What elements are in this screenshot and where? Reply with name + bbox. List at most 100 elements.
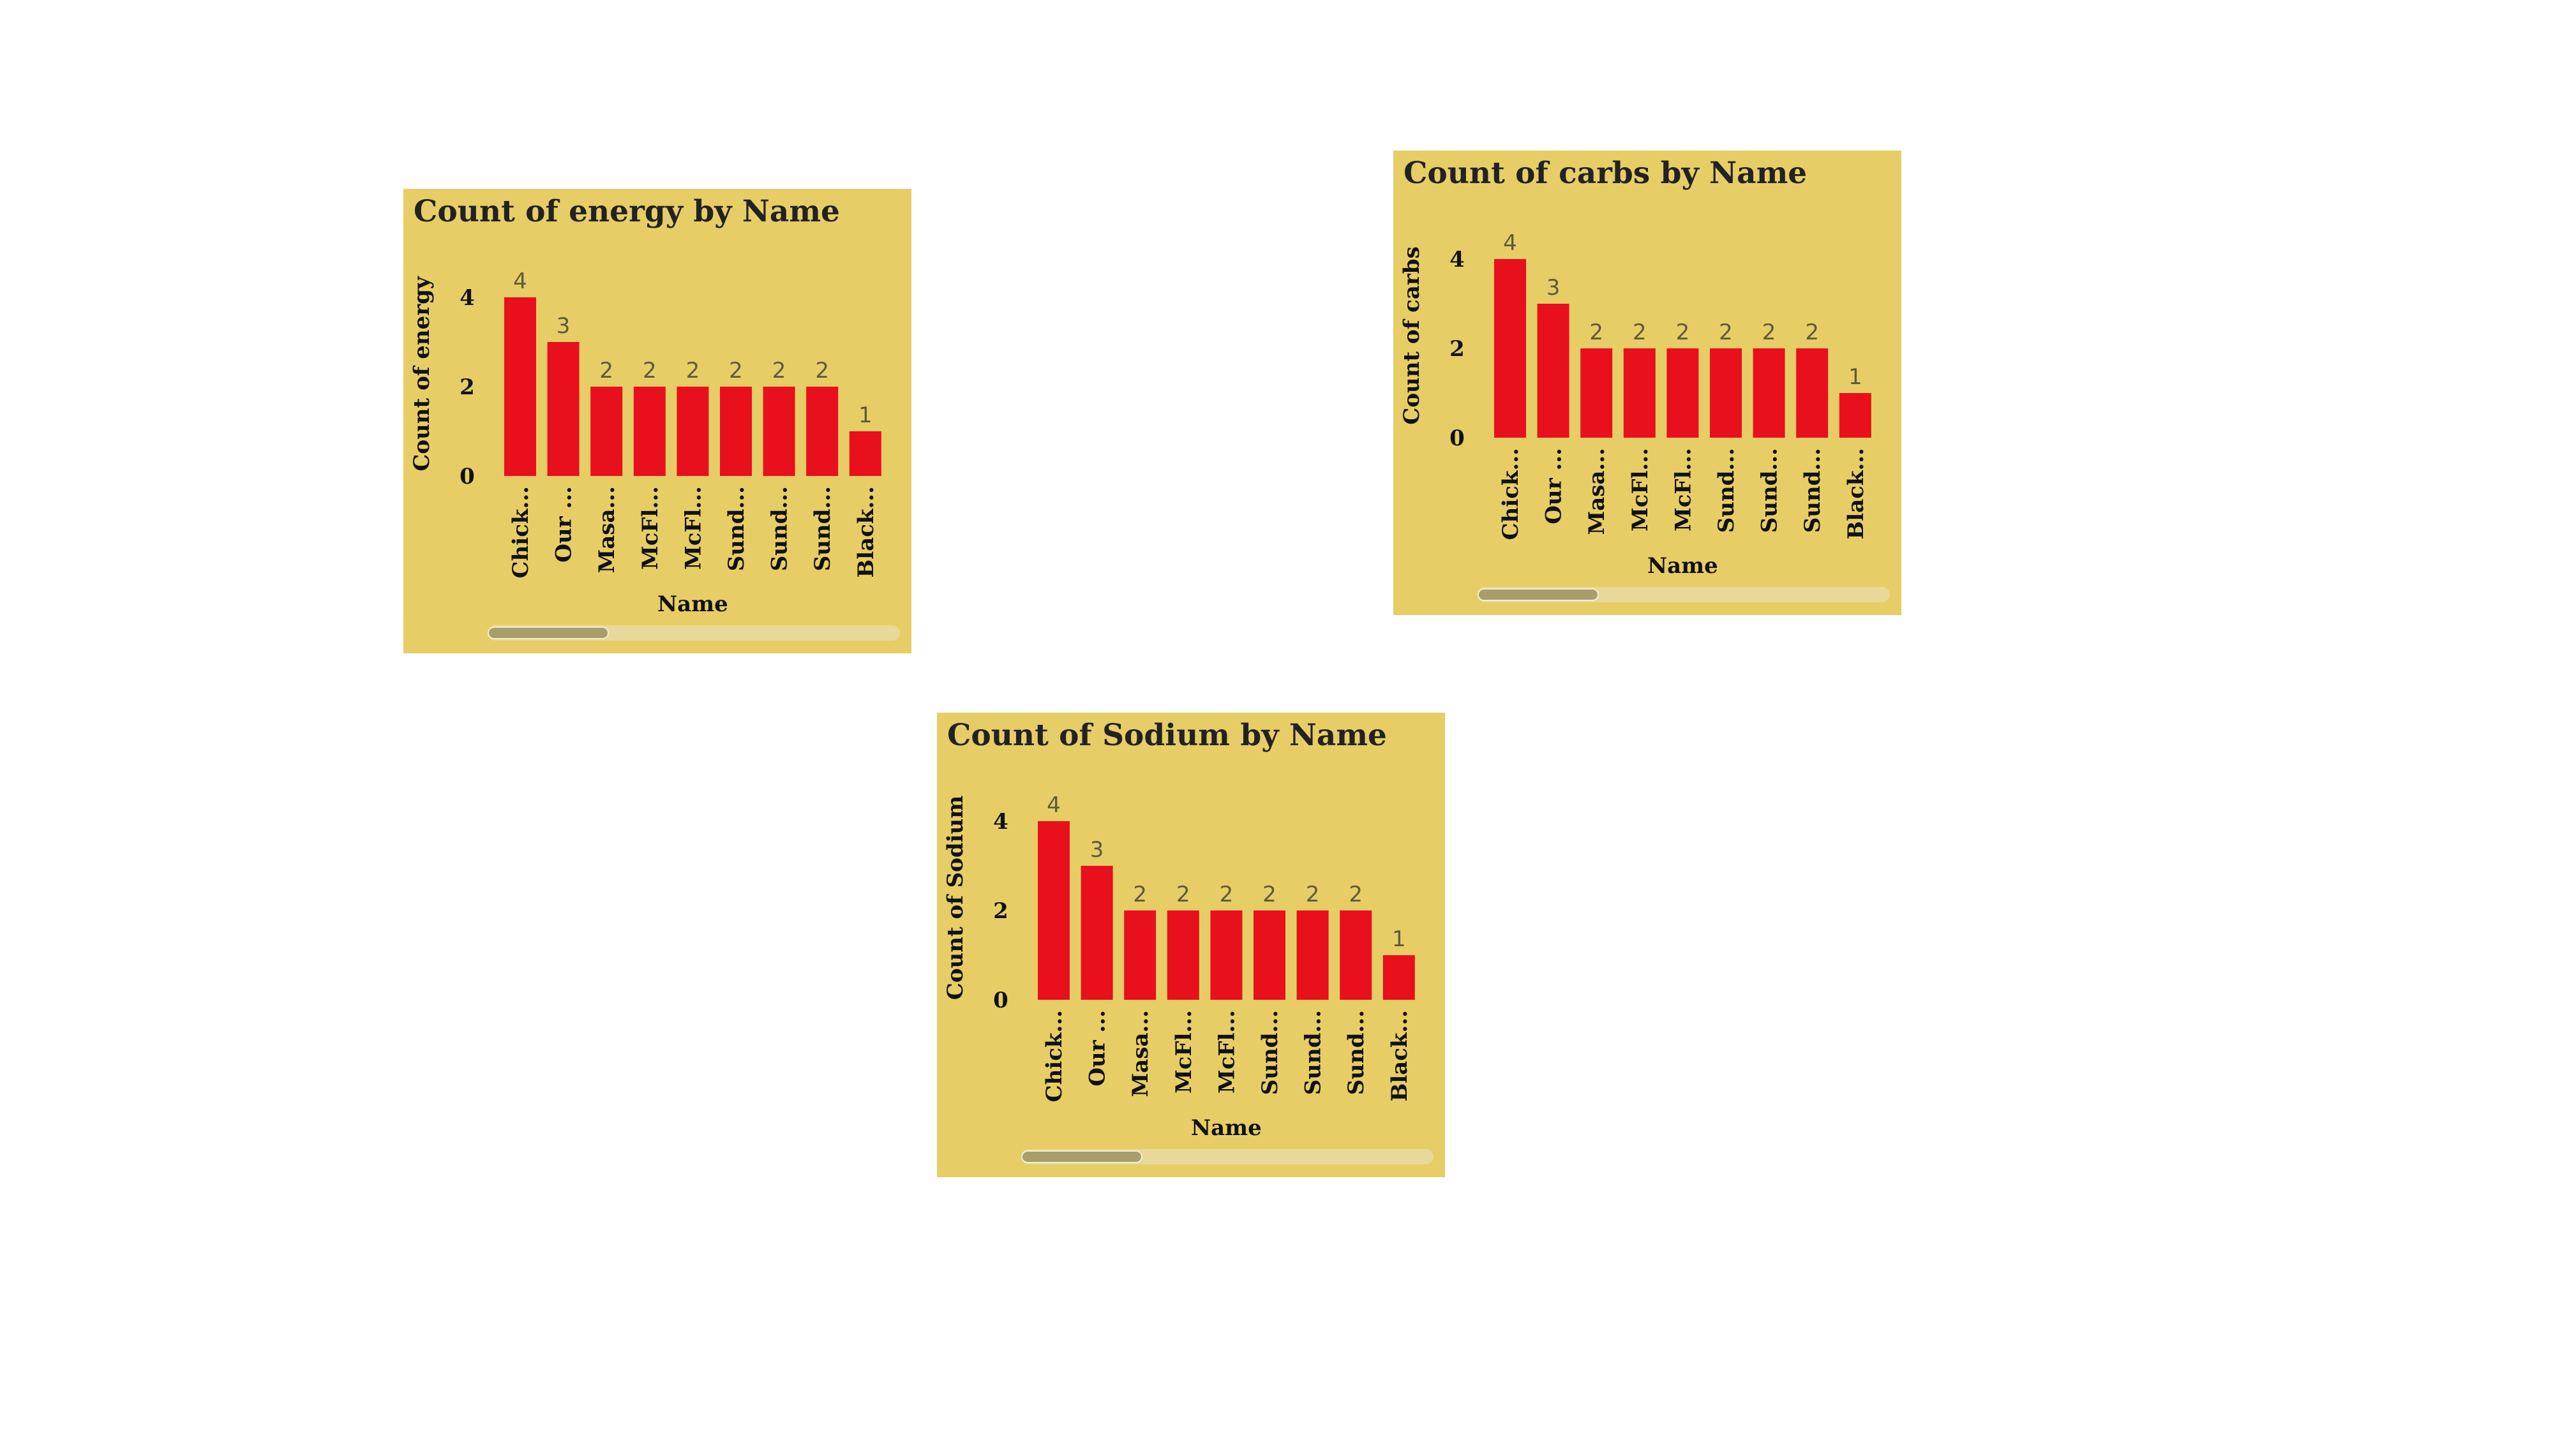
data-label: 2 (815, 358, 829, 383)
data-label: 4 (1503, 230, 1517, 256)
x-tick-label: Chick... (508, 486, 534, 578)
data-label: 2 (1306, 882, 1320, 907)
bar[interactable] (1710, 348, 1742, 438)
data-label: 2 (1633, 320, 1647, 345)
data-label: 4 (1047, 792, 1061, 818)
data-label: 1 (1848, 364, 1862, 390)
y-tick-label: 2 (1449, 336, 1465, 362)
x-tick-label: Chick... (1498, 448, 1524, 540)
bar[interactable] (1796, 348, 1829, 438)
bar[interactable] (1382, 955, 1415, 1000)
bar[interactable] (1254, 910, 1285, 1000)
x-tick-label: Sund... (1257, 1010, 1283, 1095)
data-label: 2 (1589, 320, 1603, 345)
y-tick-label: 4 (460, 285, 475, 311)
horizontal-scrollbar[interactable] (1021, 1149, 1434, 1164)
y-tick-label: 0 (460, 464, 475, 489)
x-tick-label: McFl... (1670, 448, 1696, 531)
data-label: 4 (513, 269, 527, 294)
scrollbar-thumb[interactable] (488, 627, 609, 639)
chart-title: Count of energy by Name (414, 194, 840, 229)
bar[interactable] (1210, 910, 1243, 1000)
bar[interactable] (849, 431, 881, 476)
bar[interactable] (806, 387, 839, 476)
data-label: 2 (686, 358, 700, 383)
y-tick-label: 0 (993, 988, 1008, 1013)
bar[interactable] (1753, 348, 1785, 438)
x-tick-label: Masa... (1128, 1010, 1153, 1097)
bar[interactable] (504, 297, 536, 476)
bar[interactable] (590, 387, 623, 476)
horizontal-scrollbar[interactable] (1478, 587, 1890, 602)
bar[interactable] (677, 387, 709, 476)
bar[interactable] (1296, 910, 1329, 1000)
data-label: 2 (1676, 320, 1690, 345)
chart-title: Count of Sodium by Name (947, 718, 1387, 753)
data-label: 2 (1805, 320, 1819, 345)
data-label: 3 (1090, 837, 1104, 863)
data-label: 2 (772, 358, 786, 383)
bar-chart-carbs: Count of carbs 0 2 4 4 Chick... 3 Our ... 2 Masa.… (1399, 230, 1871, 579)
x-tick-label: Sund... (1800, 448, 1825, 533)
data-label: 2 (1349, 882, 1363, 907)
data-label: 2 (1176, 882, 1190, 907)
bar[interactable] (1081, 866, 1113, 1000)
x-tick-label: Masa... (594, 486, 620, 573)
bar[interactable] (1623, 348, 1656, 438)
x-tick-label: Masa... (1584, 448, 1610, 535)
y-tick-label: 4 (1449, 247, 1465, 272)
data-label: 2 (1220, 882, 1234, 907)
data-label: 3 (557, 313, 571, 339)
x-tick-label: Sund... (1344, 1010, 1369, 1095)
bar[interactable] (1537, 304, 1569, 438)
bar[interactable] (720, 387, 752, 476)
data-label: 2 (729, 358, 743, 383)
bar[interactable] (1124, 910, 1157, 1000)
x-tick-label: Sund... (724, 486, 749, 571)
chart-card-energy: Count of energy by Name Count of energy 0… (403, 189, 911, 653)
x-tick-label: Black... (853, 486, 879, 577)
y-tick-label: 2 (460, 375, 475, 400)
bar[interactable] (1340, 910, 1372, 1000)
y-tick-label: 0 (1449, 426, 1465, 451)
data-label: 2 (643, 358, 657, 383)
data-label: 2 (599, 358, 613, 383)
x-tick-label: Sund... (1714, 448, 1739, 533)
y-tick-label: 4 (993, 809, 1008, 835)
x-tick-label: Our ... (1085, 1010, 1111, 1087)
bar[interactable] (1167, 910, 1199, 1000)
bar-chart-energy: Count of energy 0 2 4 4 Chick... 3 Our ... 2 Masa… (409, 269, 881, 617)
horizontal-scrollbar[interactable] (488, 625, 900, 641)
x-tick-label: Sund... (1757, 448, 1783, 533)
chart-card-carbs: Count of carbs by Name Count of carbs 0 2 4… (1393, 151, 1901, 615)
x-tick-label: Black... (1387, 1010, 1412, 1101)
chart-title: Count of carbs by Name (1404, 156, 1808, 191)
scrollbar-thumb[interactable] (1478, 588, 1599, 601)
scrollbar-thumb[interactable] (1021, 1150, 1142, 1163)
bar[interactable] (1839, 393, 1871, 438)
x-axis-title: Name (1647, 553, 1718, 579)
bar[interactable] (1038, 821, 1070, 1000)
y-tick-label: 2 (993, 898, 1008, 924)
bar[interactable] (547, 342, 580, 476)
x-tick-label: McFl... (1214, 1010, 1239, 1094)
data-label: 2 (1719, 320, 1733, 345)
x-tick-label: McFl... (638, 486, 663, 570)
data-label: 1 (858, 403, 872, 428)
bar[interactable] (1494, 259, 1526, 438)
y-axis-title: Count of energy (409, 276, 435, 472)
y-axis-title: Count of Sodium (943, 796, 968, 1000)
data-label: 2 (1762, 320, 1776, 345)
y-axis-title: Count of carbs (1399, 246, 1425, 424)
x-axis-title: Name (1191, 1115, 1262, 1141)
x-tick-label: McFl... (1628, 448, 1653, 531)
x-tick-label: Sund... (1301, 1010, 1326, 1095)
data-label: 2 (1133, 882, 1147, 907)
bar[interactable] (763, 387, 795, 476)
bar[interactable] (1580, 348, 1613, 438)
data-label: 2 (1262, 882, 1276, 907)
bar[interactable] (633, 387, 666, 476)
x-tick-label: McFl... (1171, 1010, 1197, 1094)
bar-chart-sodium: Count of Sodium 0 2 4 4 Chick... 3 Our ... 2 Masa… (943, 792, 1415, 1141)
bar[interactable] (1666, 348, 1699, 438)
